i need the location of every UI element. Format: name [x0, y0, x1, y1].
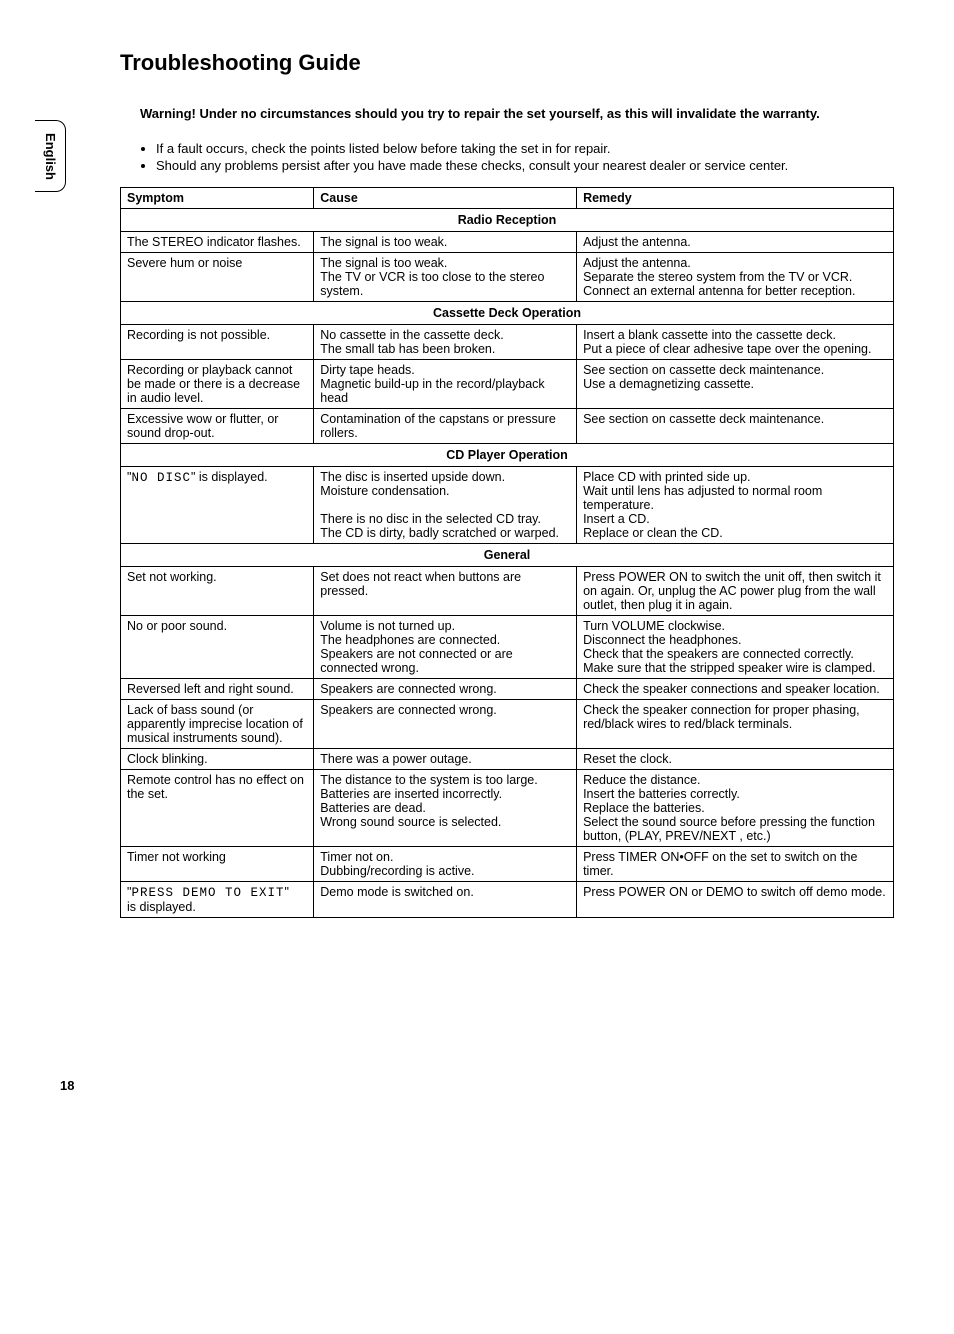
warning-text: Warning! Under no circumstances should y…: [140, 106, 894, 121]
cell-symptom: No or poor sound.: [121, 616, 314, 679]
table-row: Set not working. Set does not react when…: [121, 567, 894, 616]
intro-list: If a fault occurs, check the points list…: [140, 141, 894, 173]
cell-remedy: Place CD with printed side up.Wait until…: [577, 467, 894, 544]
section-cd: CD Player Operation: [121, 444, 894, 467]
language-label: English: [43, 133, 58, 180]
table-row: Recording is not possible. No cassette i…: [121, 325, 894, 360]
table-row: Excessive wow or flutter, or sound drop-…: [121, 409, 894, 444]
cell-symptom: Recording or playback cannot be made or …: [121, 360, 314, 409]
table-row: The STEREO indicator flashes. The signal…: [121, 232, 894, 253]
cell-symptom: Excessive wow or flutter, or sound drop-…: [121, 409, 314, 444]
table-row: Reversed left and right sound. Speakers …: [121, 679, 894, 700]
cell-symptom: The STEREO indicator flashes.: [121, 232, 314, 253]
page-number: 18: [60, 1078, 894, 1093]
section-label: CD Player Operation: [121, 444, 894, 467]
section-label: General: [121, 544, 894, 567]
cell-remedy: See section on cassette deck maintenance…: [577, 409, 894, 444]
header-cause: Cause: [314, 188, 577, 209]
intro-item: If a fault occurs, check the points list…: [156, 141, 894, 156]
cell-remedy: Insert a blank cassette into the cassett…: [577, 325, 894, 360]
cell-symptom: "NO DISC" is displayed.: [121, 467, 314, 544]
cell-cause: Speakers are connected wrong.: [314, 700, 577, 749]
cell-symptom: Reversed left and right sound.: [121, 679, 314, 700]
cell-cause: Speakers are connected wrong.: [314, 679, 577, 700]
cell-cause: Dirty tape heads.Magnetic build-up in th…: [314, 360, 577, 409]
cell-remedy: Press TIMER ON•OFF on the set to switch …: [577, 847, 894, 882]
cell-cause: Set does not react when buttons are pres…: [314, 567, 577, 616]
table-row: Severe hum or noise The signal is too we…: [121, 253, 894, 302]
cell-cause: There was a power outage.: [314, 749, 577, 770]
cell-remedy: See section on cassette deck maintenance…: [577, 360, 894, 409]
page-title: Troubleshooting Guide: [120, 50, 894, 76]
section-cassette: Cassette Deck Operation: [121, 302, 894, 325]
section-general: General: [121, 544, 894, 567]
header-remedy: Remedy: [577, 188, 894, 209]
table-row: Recording or playback cannot be made or …: [121, 360, 894, 409]
cell-remedy: Check the speaker connections and speake…: [577, 679, 894, 700]
cell-remedy: Reduce the distance.Insert the batteries…: [577, 770, 894, 847]
table-row: Clock blinking. There was a power outage…: [121, 749, 894, 770]
header-symptom: Symptom: [121, 188, 314, 209]
cell-remedy: Press POWER ON to switch the unit off, t…: [577, 567, 894, 616]
cell-symptom: Timer not working: [121, 847, 314, 882]
section-radio: Radio Reception: [121, 209, 894, 232]
cell-remedy: Reset the clock.: [577, 749, 894, 770]
cell-symptom: Recording is not possible.: [121, 325, 314, 360]
cell-cause: No cassette in the cassette deck.The sma…: [314, 325, 577, 360]
table-row: No or poor sound. Volume is not turned u…: [121, 616, 894, 679]
cell-cause: Volume is not turned up.The headphones a…: [314, 616, 577, 679]
cell-remedy: Adjust the antenna.Separate the stereo s…: [577, 253, 894, 302]
cell-symptom: Clock blinking.: [121, 749, 314, 770]
intro-item: Should any problems persist after you ha…: [156, 158, 894, 173]
table-row: Remote control has no effect on the set.…: [121, 770, 894, 847]
cell-cause: The distance to the system is too large.…: [314, 770, 577, 847]
cell-symptom: "PRESS DEMO TO EXIT"is displayed.: [121, 882, 314, 918]
table-row: "NO DISC" is displayed. The disc is inse…: [121, 467, 894, 544]
cell-remedy: Check the speaker connection for proper …: [577, 700, 894, 749]
table-row: "PRESS DEMO TO EXIT"is displayed. Demo m…: [121, 882, 894, 918]
troubleshooting-table: Symptom Cause Remedy Radio Reception The…: [120, 187, 894, 918]
cell-cause: Contamination of the capstans or pressur…: [314, 409, 577, 444]
language-tab: English: [35, 120, 66, 192]
cell-remedy: Turn VOLUME clockwise.Disconnect the hea…: [577, 616, 894, 679]
cell-symptom: Lack of bass sound (or apparently imprec…: [121, 700, 314, 749]
cell-cause: The signal is too weak.: [314, 232, 577, 253]
header-row: Symptom Cause Remedy: [121, 188, 894, 209]
cell-remedy: Adjust the antenna.: [577, 232, 894, 253]
cell-cause: The disc is inserted upside down.Moistur…: [314, 467, 577, 544]
cell-symptom: Set not working.: [121, 567, 314, 616]
cell-cause: The signal is too weak.The TV or VCR is …: [314, 253, 577, 302]
cell-cause: Demo mode is switched on.: [314, 882, 577, 918]
cell-cause: Timer not on.Dubbing/recording is active…: [314, 847, 577, 882]
table-row: Lack of bass sound (or apparently imprec…: [121, 700, 894, 749]
cell-symptom: Severe hum or noise: [121, 253, 314, 302]
section-label: Radio Reception: [121, 209, 894, 232]
cell-symptom: Remote control has no effect on the set.: [121, 770, 314, 847]
cell-remedy: Press POWER ON or DEMO to switch off dem…: [577, 882, 894, 918]
section-label: Cassette Deck Operation: [121, 302, 894, 325]
table-row: Timer not working Timer not on.Dubbing/r…: [121, 847, 894, 882]
